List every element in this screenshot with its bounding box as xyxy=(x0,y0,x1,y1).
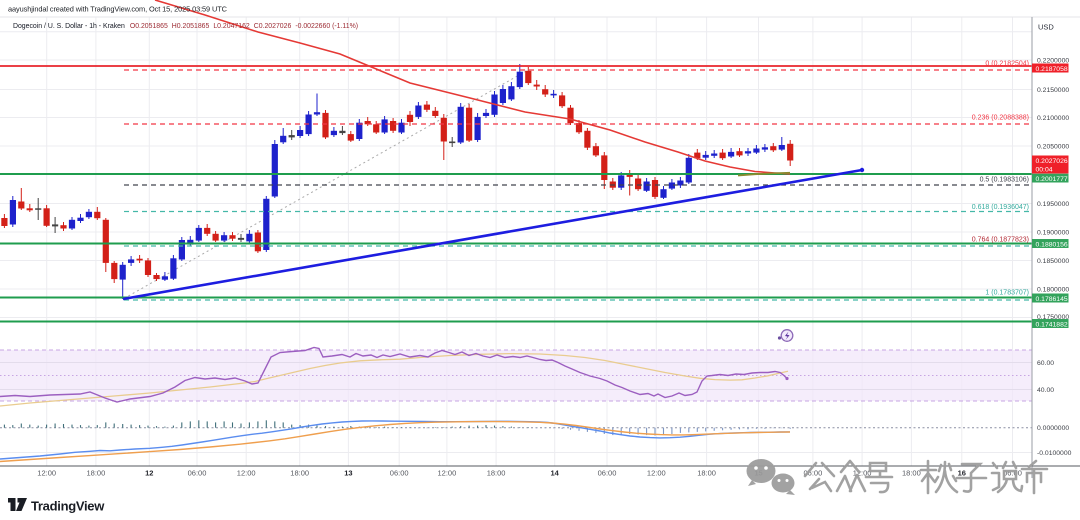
svg-text:16: 16 xyxy=(958,469,966,478)
svg-text:aayushjindal created with Trad: aayushjindal created with TradingView.co… xyxy=(8,5,228,14)
svg-text:18:00: 18:00 xyxy=(487,469,506,478)
svg-text:12:00: 12:00 xyxy=(647,469,666,478)
svg-text:40.00: 40.00 xyxy=(1037,387,1054,394)
svg-text:18:00: 18:00 xyxy=(697,469,716,478)
svg-text:18:00: 18:00 xyxy=(290,469,309,478)
svg-text:0.2027026: 0.2027026 xyxy=(1036,158,1068,165)
svg-text:12:00: 12:00 xyxy=(37,469,56,478)
svg-text:0.1950000: 0.1950000 xyxy=(1037,201,1069,208)
svg-text:0.2001777: 0.2001777 xyxy=(1036,176,1068,183)
svg-text:0.1786145: 0.1786145 xyxy=(1036,296,1068,303)
svg-text:00:04: 00:04 xyxy=(1036,167,1053,174)
svg-text:18:00: 18:00 xyxy=(87,469,106,478)
svg-text:0.2200000: 0.2200000 xyxy=(1037,58,1069,65)
svg-text:13: 13 xyxy=(344,469,352,478)
svg-text:TradingView: TradingView xyxy=(31,499,105,514)
svg-text:0.2187058: 0.2187058 xyxy=(1036,66,1068,73)
svg-text:Dogecoin / U. S. Dollar - 1h -: Dogecoin / U. S. Dollar - 1h - Kraken O0.… xyxy=(13,23,358,30)
svg-text:0.1880156: 0.1880156 xyxy=(1036,241,1068,248)
svg-text:0.0000000: 0.0000000 xyxy=(1037,425,1069,432)
svg-text:0.5 (0.1983106): 0.5 (0.1983106) xyxy=(980,177,1029,184)
svg-text:12:00: 12:00 xyxy=(237,469,256,478)
svg-text:12:00: 12:00 xyxy=(438,469,457,478)
svg-text:1 (0.1783707): 1 (0.1783707) xyxy=(985,290,1029,297)
svg-text:18:00: 18:00 xyxy=(902,469,921,478)
svg-text:0.1900000: 0.1900000 xyxy=(1037,230,1069,237)
svg-text:12: 12 xyxy=(145,469,153,478)
svg-text:06:00: 06:00 xyxy=(188,469,207,478)
svg-text:-0.0100000: -0.0100000 xyxy=(1037,450,1072,457)
svg-text:06:00: 06:00 xyxy=(1003,469,1022,478)
svg-text:0.1741882: 0.1741882 xyxy=(1036,321,1068,328)
svg-text:0.2100000: 0.2100000 xyxy=(1037,115,1069,122)
svg-text:0.764 (0.1877823): 0.764 (0.1877823) xyxy=(972,237,1029,244)
svg-text:0.618 (0.1936047): 0.618 (0.1936047) xyxy=(972,204,1029,211)
svg-text:06:00: 06:00 xyxy=(598,469,617,478)
svg-text:06:00: 06:00 xyxy=(390,469,409,478)
svg-text:14: 14 xyxy=(551,469,560,478)
svg-text:0.1850000: 0.1850000 xyxy=(1037,258,1069,265)
svg-text:60.00: 60.00 xyxy=(1037,360,1054,367)
svg-text:12:00: 12:00 xyxy=(853,469,872,478)
svg-text:0.236 (0.2088388): 0.236 (0.2088388) xyxy=(972,115,1029,122)
svg-text:USD: USD xyxy=(1038,23,1054,32)
svg-text:0.1750000: 0.1750000 xyxy=(1037,314,1069,321)
svg-text:06:00: 06:00 xyxy=(804,469,823,478)
svg-text:0.2050000: 0.2050000 xyxy=(1037,144,1069,151)
svg-text:0.2150000: 0.2150000 xyxy=(1037,87,1069,94)
svg-text:0.1800000: 0.1800000 xyxy=(1037,287,1069,294)
svg-text:0 (0.2182504): 0 (0.2182504) xyxy=(985,61,1029,68)
